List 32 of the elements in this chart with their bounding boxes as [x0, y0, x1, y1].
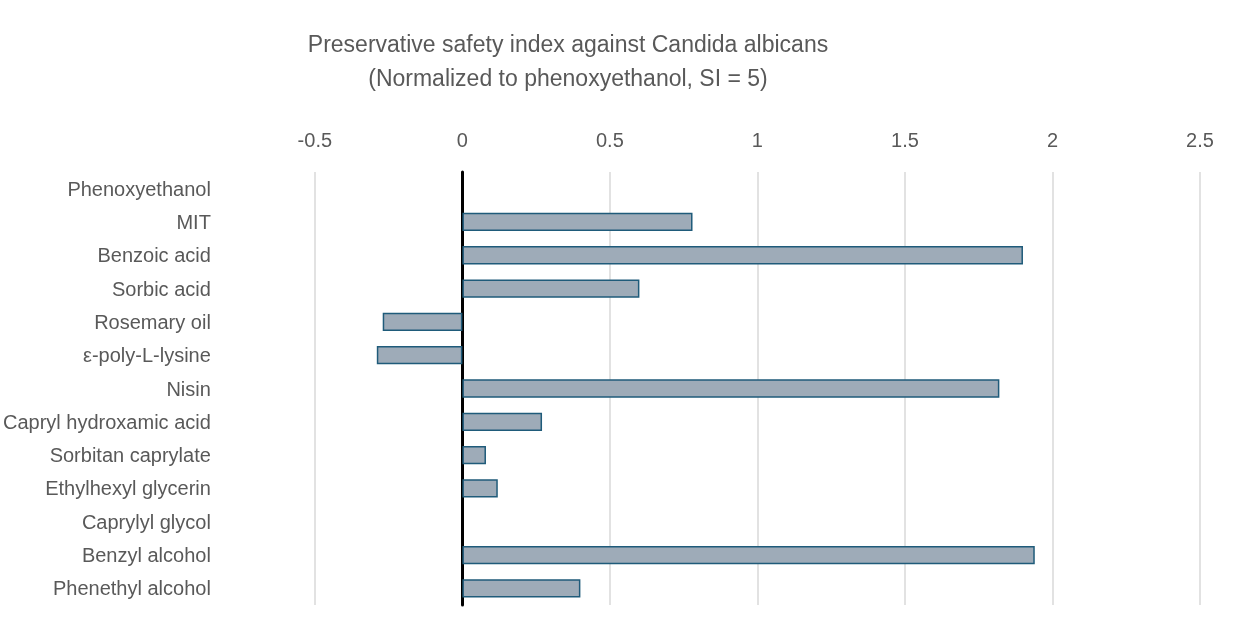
bar: [462, 479, 498, 498]
bar: [462, 212, 693, 232]
y-tick-label: MIT: [176, 210, 211, 233]
y-tick-label: Phenoxyethanol: [67, 177, 211, 200]
bar: [462, 412, 543, 431]
y-tick-label: Sorbic acid: [111, 277, 211, 300]
bar: [462, 579, 581, 598]
y-tick-label: Capryl hydroxamic acid: [2, 410, 211, 433]
bar: [462, 379, 1000, 398]
y-tick-label: Benzoic acid: [97, 244, 211, 267]
y-tick-label: Phenethyl alcohol: [52, 577, 211, 600]
x-tick-label: 2: [1046, 129, 1059, 151]
y-tick-label: Sorbitan caprylate: [49, 444, 211, 467]
bar: [462, 445, 486, 465]
bar: [462, 545, 1035, 565]
y-tick-label: Nisin: [166, 377, 211, 400]
y-tick-label: Rosemary oil: [94, 310, 211, 333]
bar: [462, 279, 640, 298]
bar: [382, 312, 463, 332]
bar: [462, 246, 1023, 265]
bar: [376, 346, 463, 365]
y-tick-label: Caprylyl glycol: [81, 510, 211, 533]
y-tick-label: ε-poly-L-lysine: [83, 344, 211, 367]
chart-title: Preservative safety index against Candida albicans (Normalized to phenoxyethanol, SI = 5): [307, 31, 829, 91]
x-tick-label: 1: [751, 129, 763, 151]
x-tick-label: 1.5: [891, 129, 919, 151]
y-tick-label: Ethylhexyl glycerin: [45, 477, 211, 500]
x-tick-label: 0.5: [595, 129, 624, 151]
y-tick-label: Benzyl alcohol: [81, 544, 211, 567]
x-tick-label: 0: [456, 129, 468, 151]
x-tick-label: -0.5: [297, 129, 333, 151]
x-tick-label: 2.5: [1186, 129, 1214, 151]
